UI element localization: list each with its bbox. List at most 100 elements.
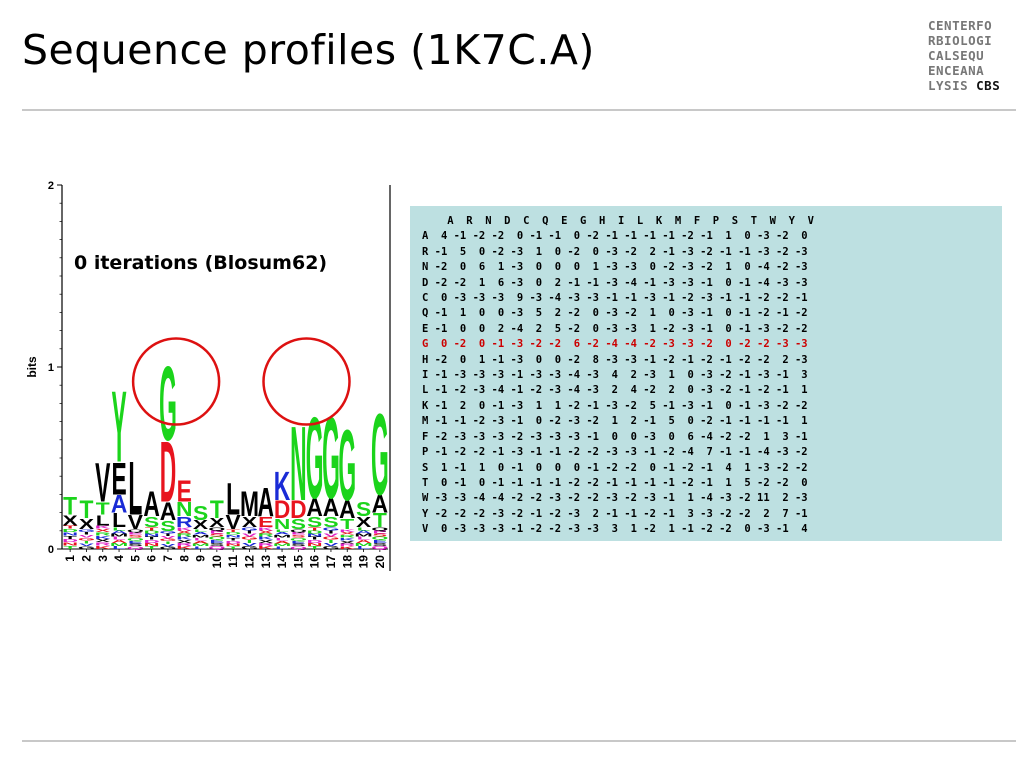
logo-letter-m: M [110,533,128,538]
logo-letter-d: D [225,540,241,544]
logo-letter-k: K [274,463,291,509]
matrix-row-g: G 0 -2 0 -1 -3 -2 -2 6 -2 -4 -4 -2 -3 -3… [422,338,808,351]
logo-letter-q: Q [208,536,225,541]
logo-letter-t: T [210,496,224,524]
logo-letter-a: A [356,539,373,544]
logo-letter-t: T [63,525,77,530]
logo-letter-v: V [242,542,257,547]
logo-letter-g: G [78,546,95,550]
logo-letter-r: R [95,532,112,537]
logo-letter-l: L [194,546,208,550]
logo-letter-d: D [307,539,323,544]
logo-letter-x: X [95,528,110,533]
logo-letter-s: S [307,514,322,531]
logo-letter-l: L [275,546,289,550]
logo-letter-s: S [144,514,159,531]
logo-letter-t: T [308,536,322,541]
y-axis-label: bits [25,356,39,378]
logo-letter-g: G [322,527,339,532]
logo-letter-m: M [191,543,209,547]
y-tick-label: 0 [48,544,54,556]
logo-letter-a: A [323,494,339,522]
logo-letter-r: R [258,533,275,538]
logo-letter-l: L [112,536,126,541]
logo-letter-e: E [291,540,306,544]
logo-letter-l: L [275,529,289,533]
logo-letter-i: I [328,539,334,544]
logo-letter-v: V [79,534,94,538]
logo-letter-x: X [193,517,209,531]
matrix-row-l: L -1 -2 -3 -4 -1 -2 -3 -4 -3 2 4 -2 2 0 … [422,384,808,397]
logo-line-prefix: LYSIS [928,78,977,93]
logo-letter-e: E [177,475,192,509]
logo-line: RBIOLOGI [928,33,993,48]
logo-letter-g: G [322,536,339,541]
logo-letter-d: D [144,539,160,544]
logo-letter-v: V [242,533,257,538]
logo-letter-g: G [338,409,356,522]
logo-letter-x: X [340,531,355,535]
logo-letter-r: R [339,543,356,547]
logo-letter-k: K [339,546,356,550]
logo-letter-x: X [95,538,110,543]
logo-letter-m: M [354,542,372,547]
x-tick-label: 3 [96,555,110,562]
logo-letter-s: S [209,533,224,538]
logo-letter-a: A [111,491,127,519]
matrix-row-d: D -2 -2 1 6 -3 0 2 -1 -1 -3 -4 -1 -3 -3 … [422,276,808,289]
logo-letter-g: G [371,389,389,519]
logo-letter-q: Q [371,527,388,532]
logo-letter-v: V [324,542,339,547]
logo-letter-q: Q [290,546,307,550]
x-tick-label: 16 [308,555,322,569]
logo-letter-l: L [128,445,142,530]
logo-letter-l: L [112,527,126,532]
logo-letter-d: D [290,496,306,524]
logo-letter-x: X [177,530,192,535]
matrix-header: A R N D C Q E G H I L K M F P S T W Y V [422,215,814,227]
logo-letter-s: S [356,497,371,520]
logo-letter-n: N [274,516,290,533]
logo-letter-s: S [193,501,208,524]
logo-letter-l: L [96,512,110,529]
matrix-row-m: M -1 -1 -2 -3 -1 0 -2 -3 -2 1 2 -1 5 0 -… [422,415,808,428]
logo-letter-l: L [275,537,289,541]
logo-letter-e: E [258,514,273,531]
logo-letter-t: T [145,536,159,541]
logo-letter-n: N [62,532,78,537]
matrix-row-n: N -2 0 6 1 -3 0 0 0 1 -3 -3 0 -2 -3 -2 1… [422,261,808,274]
logo-letter-d: D [307,530,323,535]
logo-letter-g: G [241,536,258,541]
footer-divider [22,740,1016,742]
logo-letter-k: K [176,545,193,550]
logo-letter-s: S [291,534,306,538]
logo-letter-g: G [241,545,258,550]
logo-letter-q: Q [290,529,307,533]
x-tick-label: 12 [242,555,256,569]
logo-letter-m: M [273,543,291,547]
matrix-row-h: H -2 0 1 -1 -3 0 0 -2 8 -3 -3 -1 -2 -1 -… [422,353,808,366]
logo-letter-a: A [356,530,373,535]
y-tick-label: 2 [48,180,54,192]
logo-letter-i: I [165,533,171,537]
logo-letter-a: A [111,530,128,535]
logo-letter-e: E [128,531,143,535]
logo-letter-g: G [241,527,258,532]
logo-letter-k: K [95,545,112,550]
logo-letter-x: X [340,540,355,544]
highlight-circle [131,337,221,426]
logo-letter-t: T [340,516,354,533]
logo-letter-l: L [112,545,126,550]
logo-letter-d: D [160,425,176,521]
scoring-matrix-panel: A R N D C Q E G H I L K M F P S T W Y V A… [410,206,1002,541]
logo-letter-v: V [95,453,111,514]
logo-letter-r: R [176,514,192,531]
logo-letter-q: Q [127,546,144,550]
logo-letter-r: R [339,534,356,538]
x-tick-label: 6 [145,555,159,562]
logo-letter-x: X [209,516,225,530]
logo-letter-t: T [226,546,240,550]
x-tick-label: 17 [324,555,338,569]
logo-letter-k: K [258,545,275,550]
logo-letter-d: D [144,530,160,535]
